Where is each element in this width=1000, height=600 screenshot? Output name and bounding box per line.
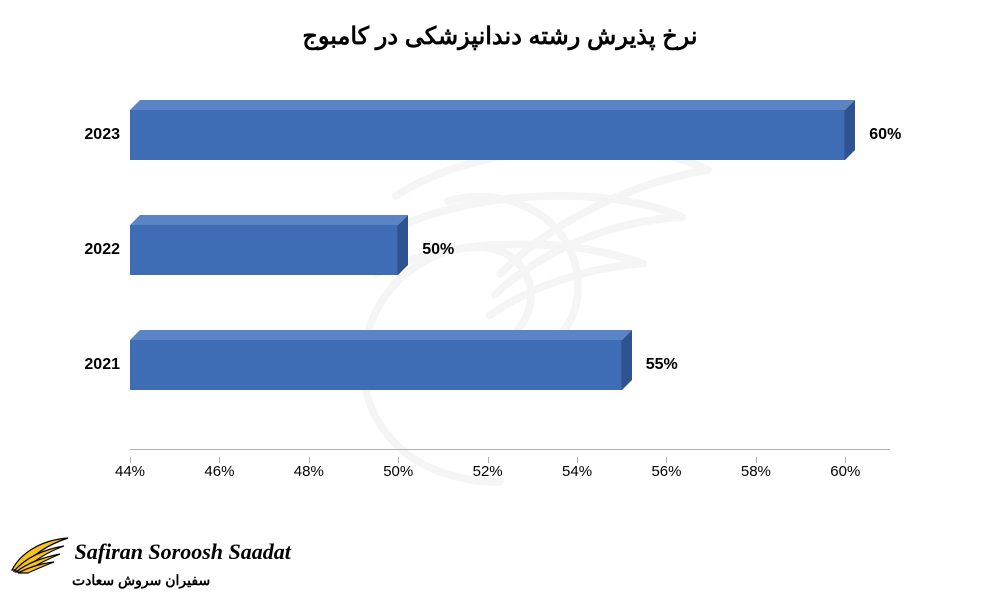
bar xyxy=(130,340,622,390)
y-axis-label: 2022 xyxy=(40,241,120,259)
x-tick-mark xyxy=(309,457,310,463)
x-tick-label: 52% xyxy=(473,463,503,480)
bar-side-face xyxy=(398,215,408,275)
x-tick-label: 50% xyxy=(383,463,413,480)
logo-main-text: Safiran Soroosh Saadat xyxy=(74,539,290,564)
wing-icon xyxy=(10,534,70,576)
x-tick-mark xyxy=(219,457,220,463)
bar-value-label: 60% xyxy=(869,126,901,144)
x-tick-mark xyxy=(130,457,131,463)
bar-top-face xyxy=(130,330,632,340)
bar xyxy=(130,110,845,160)
x-tick: 60% xyxy=(830,463,860,480)
bar-row: 202250% xyxy=(130,215,890,285)
bar-row: 202155% xyxy=(130,330,890,400)
bar-value-label: 50% xyxy=(422,241,454,259)
bar xyxy=(130,225,398,275)
bar-side-face xyxy=(622,330,632,390)
x-tick-label: 54% xyxy=(562,463,592,480)
bar-side-face xyxy=(845,100,855,160)
x-axis-line xyxy=(130,449,890,450)
logo-sub-text: سفیران سروش سعادت xyxy=(72,572,210,588)
x-tick-mark xyxy=(577,457,578,463)
y-axis-label: 2023 xyxy=(40,126,120,144)
x-tick-mark xyxy=(845,457,846,463)
x-tick-label: 56% xyxy=(651,463,681,480)
x-tick-mark xyxy=(756,457,757,463)
bar-top-face xyxy=(130,100,855,110)
x-tick-mark xyxy=(398,457,399,463)
x-tick-label: 58% xyxy=(741,463,771,480)
x-axis-ticks: 44%46%48%50%52%54%56%58%60% xyxy=(130,450,890,480)
x-tick-mark xyxy=(488,457,489,463)
x-tick: 44% xyxy=(115,463,145,480)
x-tick: 54% xyxy=(562,463,592,480)
x-tick-label: 46% xyxy=(204,463,234,480)
bar-front-face xyxy=(130,340,622,390)
bars-zone: 202360% 202250% 202155% xyxy=(130,80,890,450)
plot-area: 202360%202250%202155% 44%46%48%50%52%54%… xyxy=(130,80,890,480)
x-tick: 46% xyxy=(204,463,234,480)
bar-row: 202360% xyxy=(130,100,890,170)
bar-top-face xyxy=(130,215,408,225)
x-tick: 58% xyxy=(741,463,771,480)
x-tick: 50% xyxy=(383,463,413,480)
chart-container: نرخ پذیرش رشته دندانپزشکی در کامبوج 2023… xyxy=(0,0,1000,600)
bar-front-face xyxy=(130,110,845,160)
x-tick: 52% xyxy=(473,463,503,480)
bar-value-label: 55% xyxy=(646,356,678,374)
x-tick: 48% xyxy=(294,463,324,480)
x-tick-label: 48% xyxy=(294,463,324,480)
x-tick-label: 44% xyxy=(115,463,145,480)
x-tick: 56% xyxy=(651,463,681,480)
bar-front-face xyxy=(130,225,398,275)
brand-logo: Safiran Soroosh Saadat سفیران سروش سعادت xyxy=(10,534,291,590)
chart-title: نرخ پذیرش رشته دندانپزشکی در کامبوج xyxy=(0,22,1000,51)
x-tick-mark xyxy=(666,457,667,463)
y-axis-label: 2021 xyxy=(40,356,120,374)
x-tick-label: 60% xyxy=(830,463,860,480)
